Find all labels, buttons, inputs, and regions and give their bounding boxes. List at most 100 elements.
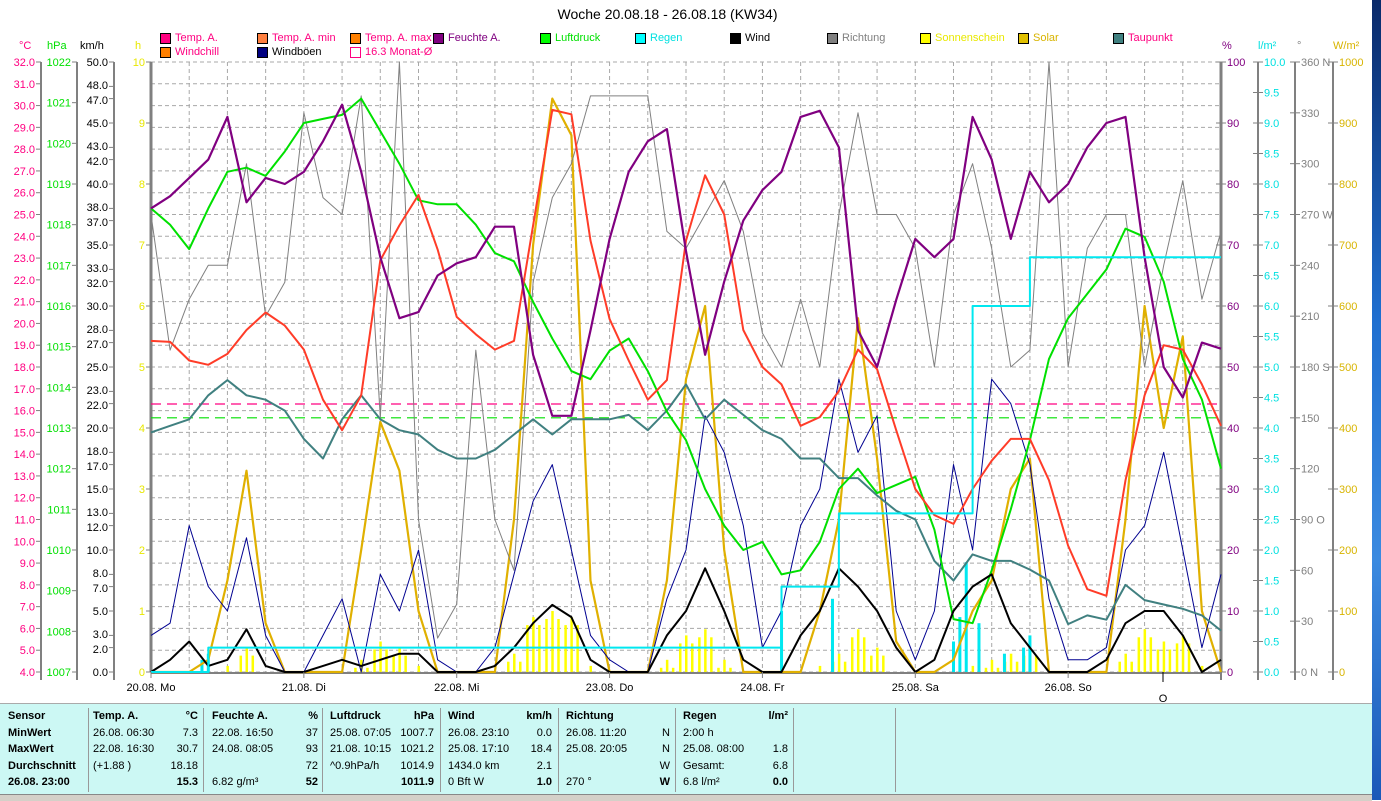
day-label: 21.08. Di xyxy=(282,682,326,694)
stats-detail: 6.82 g/m³ xyxy=(212,776,259,789)
sunshine-bar xyxy=(1175,643,1179,672)
legend-swatch xyxy=(257,46,268,58)
stats-detail: 21.08. 10:15 xyxy=(330,743,392,756)
axis-tick-label-sun: 0 xyxy=(139,667,145,679)
day-label: 26.08. So xyxy=(1045,682,1092,694)
legend-swatch xyxy=(1018,32,1029,44)
sunshine-bar xyxy=(818,665,822,672)
legend-label: Solar xyxy=(1033,32,1059,44)
axis-tick-label-temp: 23.0 xyxy=(14,253,35,265)
legend-label: Temp. A. min xyxy=(272,32,336,44)
sunshine-bar xyxy=(366,667,369,672)
stats-value: 37 xyxy=(305,726,318,739)
stats-detail: 6.8 l/m² xyxy=(683,776,720,789)
stats-column: Feuchte A.% 22.08. 16:50 37 24.08. 08:05 93 7… xyxy=(212,710,318,793)
legend-label: Wind xyxy=(745,32,771,44)
stats-row: 6.8 l/m² 0.0 xyxy=(683,776,788,793)
sunshine-bar xyxy=(717,667,720,672)
axis-tick-label-solar: 500 xyxy=(1339,362,1357,374)
stats-detail: 22.08. 16:30 xyxy=(93,743,155,756)
sunshine-bar xyxy=(1118,661,1121,672)
sunshine-bar xyxy=(665,659,669,672)
stats-detail: 24.08. 08:05 xyxy=(212,743,274,756)
stats-detail: Gesamt: xyxy=(683,759,725,772)
legend-item: Luftdruck xyxy=(540,32,600,44)
sunshine-bar xyxy=(1130,661,1133,672)
axis-tick-label-pres: 1020 xyxy=(47,138,71,150)
sunshine-bar xyxy=(996,667,1000,672)
sunshine-bar xyxy=(659,667,663,672)
stats-value: N xyxy=(662,726,670,739)
axis-tick-label-pres: 1017 xyxy=(47,260,71,272)
legend-label: Windchill xyxy=(175,46,220,58)
axis-unit-pres: hPa xyxy=(47,40,67,52)
axis-tick-label-hum: 50 xyxy=(1227,362,1239,374)
stats-value: l/m² xyxy=(768,710,788,722)
stats-row: ^0.9hPa/h 1014.9 xyxy=(330,760,434,777)
column-separator xyxy=(793,708,794,792)
rain-bar xyxy=(1002,653,1006,672)
axis-tick-label-wind: 28.0 xyxy=(87,324,108,336)
stats-row: 0 Bft W 1.0 xyxy=(448,776,552,793)
sunshine-bar xyxy=(1009,653,1013,672)
axis-tick-label-wind: 33.0 xyxy=(87,263,108,275)
axis-tick-label-temp: 10.0 xyxy=(14,536,35,548)
axis-tick-label-wind: 8.0 xyxy=(93,568,108,580)
axis-tick-label-dir: 90 O xyxy=(1301,515,1325,527)
axis-tick-label-temp: 11.0 xyxy=(14,515,35,527)
axis-tick-label-wind: 32.0 xyxy=(87,278,108,290)
stats-value: 0.0 xyxy=(536,726,552,739)
legend-item: Windchill xyxy=(160,46,219,58)
legend-item: Sonnenschein xyxy=(920,32,1005,44)
axis-tick-label-wind: 2.0 xyxy=(93,644,108,656)
stats-column: Richtung 26.08. 11:20 N 25.08. 20:05 N W 270 °… xyxy=(566,710,670,793)
column-separator xyxy=(203,708,204,792)
axis-tick-label-hum: 30 xyxy=(1227,484,1239,496)
stats-value: 1011.9 xyxy=(400,776,434,789)
sunshine-bar xyxy=(671,667,675,672)
stats-row: 6.82 g/m³ 52 xyxy=(212,776,318,793)
axis-tick-label-dir: 60 xyxy=(1301,565,1313,577)
stats-row: 1434.0 km 2.1 xyxy=(448,760,552,777)
legend-label: Windböen xyxy=(272,46,322,58)
stats-detail: 0 Bft W xyxy=(448,776,485,789)
series-line-temp-a- xyxy=(150,108,1222,597)
axis-tick-label-wind: 3.0 xyxy=(93,629,108,641)
legend-item: Richtung xyxy=(827,32,885,44)
axis-tick-label-dir: 150 xyxy=(1301,413,1319,425)
axis-tick-label-temp: 6.0 xyxy=(20,623,35,635)
axis-tick-label-solar: 300 xyxy=(1339,484,1357,496)
series-line-windb-en xyxy=(150,378,1222,673)
series-line-luftdruck xyxy=(150,97,1222,625)
axis-tick-label-rain: 6.0 xyxy=(1264,301,1279,313)
axis-tick-label-rain: 9.0 xyxy=(1264,118,1279,130)
axis-tick-label-rain: 8.5 xyxy=(1264,149,1279,161)
axis-tick-label-rain: 4.0 xyxy=(1264,423,1279,435)
day-label: 24.08. Fr xyxy=(740,682,784,694)
sunshine-bar xyxy=(398,647,401,672)
stats-row: 25.08. 17:10 18.4 xyxy=(448,743,552,760)
axis-tick-label-sun: 6 xyxy=(139,301,145,313)
axis-tick-label-rain: 1.0 xyxy=(1264,606,1279,618)
stats-value: hPa xyxy=(413,710,434,722)
axis-tick-label-rain: 2.5 xyxy=(1264,515,1279,527)
sunshine-bar xyxy=(245,647,249,672)
series-line-solar xyxy=(151,97,1223,674)
rain-bar xyxy=(964,562,968,672)
sunshine-bar xyxy=(1181,635,1185,672)
axis-tick-label-dir: 360 N xyxy=(1301,57,1330,69)
stats-value: 1021.2 xyxy=(400,743,434,756)
axis-tick-label-rain: 10.0 xyxy=(1264,57,1285,69)
label-current: 26.08. 23:00 xyxy=(8,776,70,789)
stats-value: 6.8 xyxy=(772,759,788,772)
stats-value: 18.4 xyxy=(530,743,552,756)
axis-tick-label-wind: 23.0 xyxy=(87,385,108,397)
axis-tick-label-wind: 0.0 xyxy=(93,667,108,679)
axis-tick-label-solar: 400 xyxy=(1339,423,1357,435)
legend-label: Sonnenschein xyxy=(935,32,1005,44)
axis-tick-label-hum: 80 xyxy=(1227,179,1239,191)
sunshine-bar xyxy=(984,667,988,672)
sunshine-bar xyxy=(679,643,682,672)
sunshine-bar xyxy=(1187,643,1191,672)
stats-detail: Wind xyxy=(448,710,475,722)
